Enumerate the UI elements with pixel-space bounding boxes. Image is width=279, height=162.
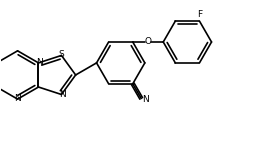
Text: N: N: [15, 94, 21, 103]
Text: N: N: [59, 90, 66, 99]
Text: N: N: [36, 58, 42, 67]
Text: N: N: [143, 95, 149, 104]
Text: F: F: [197, 10, 202, 19]
Text: O: O: [145, 37, 151, 46]
Text: S: S: [59, 50, 64, 59]
